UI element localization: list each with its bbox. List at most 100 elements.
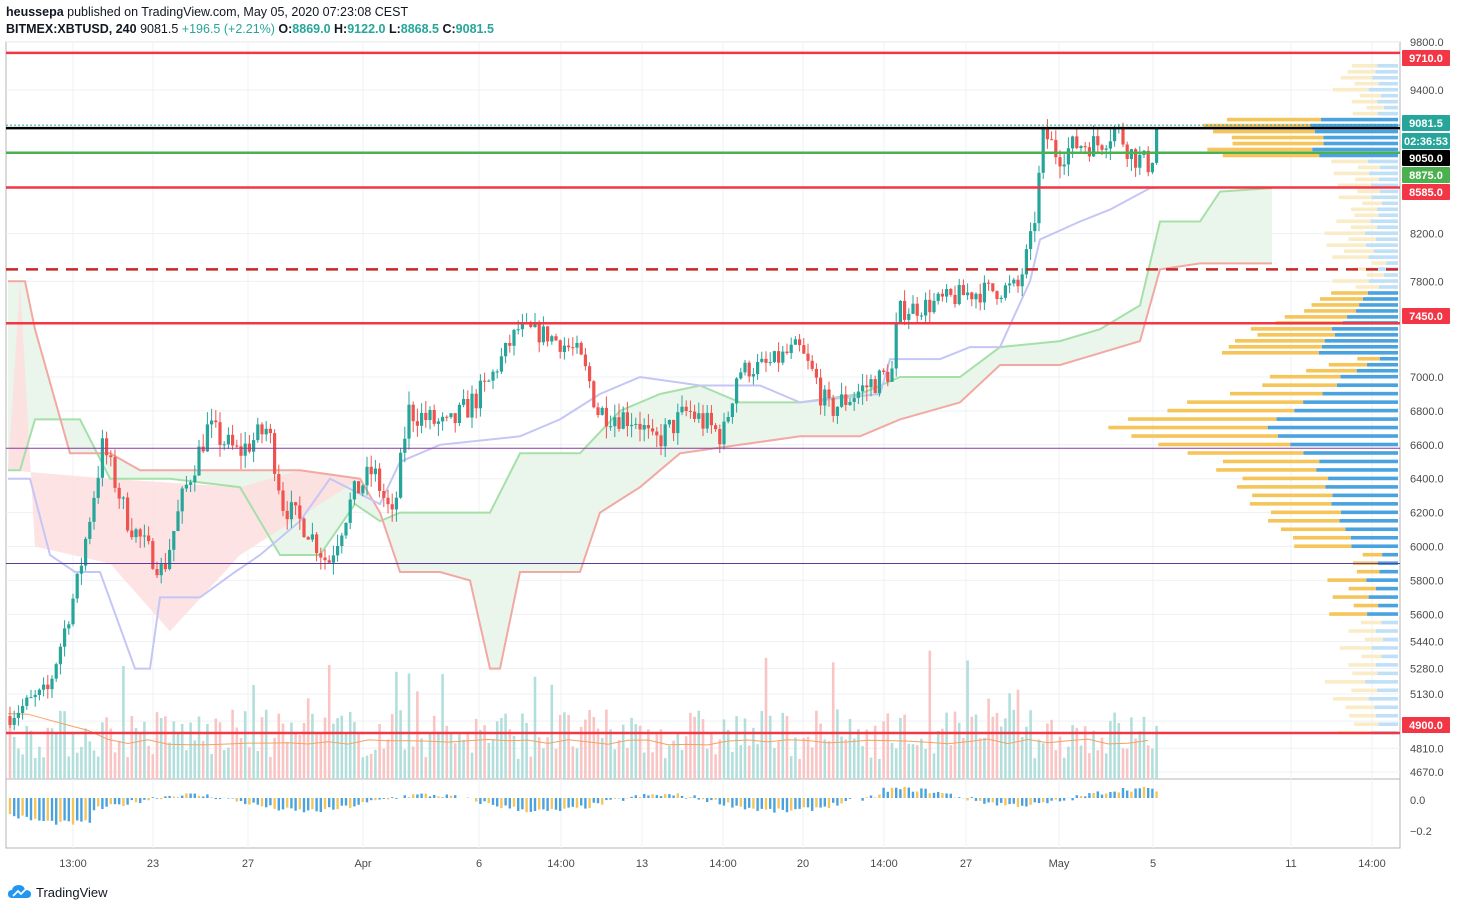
volume-profile-down: [1324, 680, 1366, 684]
oscillator-bar: [785, 798, 789, 813]
volume-bar: [773, 748, 776, 779]
oscillator-bar: [46, 798, 49, 821]
candle-body: [646, 425, 650, 429]
volume-bar: [348, 711, 352, 779]
volume-bar: [256, 751, 260, 779]
volume-bar: [1037, 739, 1041, 779]
time-axis-label: 20: [797, 858, 809, 870]
candle-body: [403, 438, 407, 453]
volume-profile-down: [1311, 303, 1360, 307]
candle-body: [919, 315, 923, 317]
volume-bar: [802, 737, 806, 779]
candle-body: [898, 300, 902, 323]
volume-profile-up: [1383, 637, 1398, 642]
oscillator-bar: [752, 798, 755, 809]
indicator-lines: [8, 186, 1159, 670]
volume-bar: [764, 657, 768, 779]
oscillator-bar: [437, 796, 440, 798]
oscillator-bar: [349, 798, 352, 808]
oscillator-bar: [210, 797, 213, 798]
oscillator-bar: [672, 795, 675, 798]
oscillator-bar: [680, 795, 684, 798]
volume-bar: [983, 737, 986, 779]
volume-bar: [21, 754, 24, 779]
oscillator-bar: [1155, 791, 1158, 798]
volume-profile-down: [1250, 327, 1332, 331]
oscillator-bar: [504, 798, 507, 806]
publish-info: published on TradingView.com, May 05, 20…: [67, 5, 409, 19]
symbol-name[interactable]: BITMEX:XBTUSD, 240: [6, 22, 137, 36]
candle-body: [693, 411, 697, 419]
oscillator-bar: [836, 798, 839, 806]
oscillator-bar: [550, 798, 553, 809]
oscillator-bar: [811, 798, 814, 811]
oscillator-bar: [689, 797, 692, 798]
volume-bar: [634, 724, 638, 779]
oscillator-bar: [227, 798, 230, 799]
candle-body: [331, 555, 335, 563]
candle-body: [886, 371, 890, 382]
volume-profile-down: [1357, 189, 1380, 194]
candle-body: [201, 446, 205, 452]
symbol-line: BITMEX:XBTUSD, 240 9081.5 +196.5 (+2.21%…: [6, 21, 494, 38]
oscillator-bar: [781, 798, 784, 810]
oscillator-bar: [34, 798, 37, 819]
time-axis-label: 11: [1285, 858, 1296, 870]
oscillator-bar: [500, 798, 503, 809]
volume-bar: [185, 750, 188, 779]
candle-body: [449, 413, 453, 418]
candle-body: [873, 379, 877, 393]
candle-body: [277, 474, 281, 491]
oscillator-bar: [88, 798, 91, 823]
candle-body: [705, 412, 709, 429]
volume-profile-down: [1345, 705, 1375, 710]
volume-bar: [411, 746, 415, 779]
volume-profile-down: [1339, 646, 1372, 650]
oscillator-pane[interactable]: [5, 778, 1401, 849]
close-value: 9081.5: [455, 22, 494, 36]
volume-bar: [701, 719, 705, 779]
candle-body: [831, 398, 835, 416]
oscillator-bar: [50, 798, 54, 821]
volume-profile-up: [1340, 374, 1398, 379]
volume-bar: [130, 716, 134, 779]
candle-body: [697, 413, 701, 419]
time-axis-label: 14:00: [870, 858, 898, 870]
oscillator-bar: [244, 798, 247, 805]
candle-body: [289, 502, 293, 520]
oscillator-bar: [269, 798, 272, 806]
oscillator-bar: [336, 798, 339, 810]
oscillator-bar: [164, 796, 167, 798]
volume-profile-up: [1375, 629, 1398, 633]
tradingview-logo[interactable]: TradingView: [8, 884, 108, 900]
volume-profile-up: [1367, 612, 1398, 616]
candle-body: [281, 490, 285, 511]
volume-profile-up: [1377, 671, 1398, 676]
oscillator-bar: [605, 798, 608, 801]
volume-profile-down: [1354, 213, 1379, 218]
oscillator-bar: [109, 798, 112, 805]
candle-body: [688, 410, 692, 412]
volume-bar: [609, 729, 612, 779]
volume-bar: [542, 748, 545, 779]
candle-body: [722, 421, 726, 445]
volume-profile-up: [1376, 207, 1398, 212]
candle-body: [390, 504, 394, 510]
candle-body: [197, 446, 201, 476]
candle-body: [940, 293, 944, 297]
oscillator-bar: [277, 798, 280, 811]
volume-bar: [798, 758, 801, 779]
candle-body: [751, 374, 755, 377]
candle-body: [844, 394, 848, 405]
oscillator-histogram: [8, 786, 1158, 825]
oscillator-bar: [659, 796, 663, 798]
volume-bar: [483, 725, 486, 779]
volume-bar: [911, 744, 915, 779]
volume-bar: [453, 743, 457, 779]
volume-profile-up: [1375, 69, 1398, 74]
candle-body: [819, 377, 823, 406]
volume-bar: [865, 729, 869, 779]
volume-bar: [558, 714, 562, 779]
publisher-name[interactable]: heussepa: [6, 5, 64, 19]
